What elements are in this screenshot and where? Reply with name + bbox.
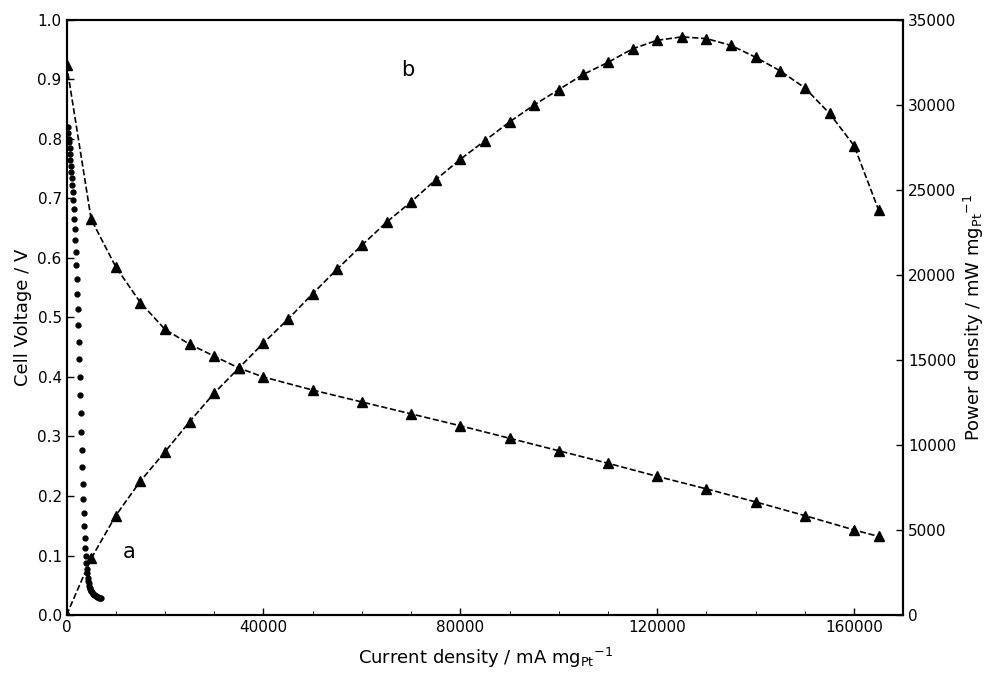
Y-axis label: Cell Voltage / V: Cell Voltage / V [14,249,32,386]
Text: a: a [123,542,136,562]
X-axis label: Current density / mA mg$_{\mathregular{Pt}}$$^{\mathregular{-1}}$: Current density / mA mg$_{\mathregular{P… [358,646,612,670]
Text: b: b [401,60,415,81]
Y-axis label: Power density / mW mg$_{\mathregular{Pt}}$$^{\mathregular{-1}}$: Power density / mW mg$_{\mathregular{Pt}… [962,194,986,441]
